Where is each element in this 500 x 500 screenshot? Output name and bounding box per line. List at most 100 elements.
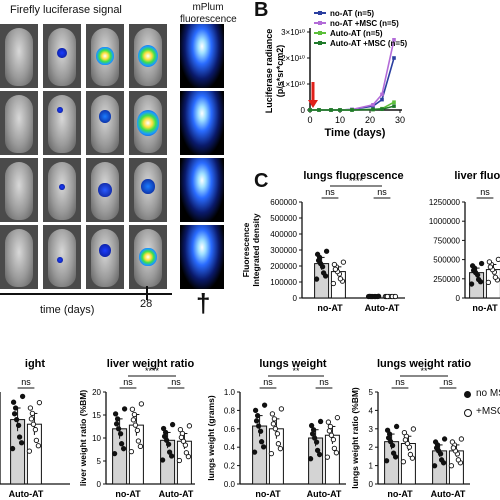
mouse-image (129, 225, 167, 289)
data-point (334, 415, 341, 421)
series-point (350, 108, 354, 112)
data-point (261, 402, 268, 408)
x-tick-label: 0 (307, 115, 312, 125)
data-point (113, 421, 120, 427)
series-point (371, 107, 375, 112)
group-label: no-AT (387, 489, 413, 499)
y-tick-label: 0 (456, 294, 461, 303)
data-point (458, 436, 465, 442)
mplum-fluorescence-image (180, 158, 224, 222)
data-point (392, 293, 399, 300)
y-tick-label: 0.0 (224, 480, 236, 489)
data-point (176, 457, 183, 464)
data-point (332, 266, 339, 272)
legend: no MS +MSC (462, 388, 500, 428)
y-axis-label: Integrated density (251, 213, 261, 286)
data-point (431, 463, 438, 469)
data-point (29, 410, 36, 417)
data-point (328, 432, 335, 438)
y-tick-label: 600000 (270, 198, 297, 207)
chart-title: ight (25, 358, 45, 370)
bioluminescence-image-grid (0, 24, 172, 292)
mouse-image (129, 158, 167, 222)
data-point (35, 443, 42, 449)
luciferase-signal-spot (99, 110, 111, 123)
y-tick-label: 250000 (433, 275, 460, 284)
data-point (308, 422, 315, 429)
time-axis-line (0, 293, 172, 295)
data-point (455, 457, 462, 463)
data-point (492, 274, 499, 280)
mouse-body (91, 229, 119, 287)
legend-label: Auto-AT (n=5) (330, 29, 383, 38)
series-point (392, 104, 396, 108)
significance-label: **** (349, 176, 364, 186)
mouse-body (5, 229, 33, 287)
series-point (380, 97, 384, 102)
data-point (433, 445, 440, 451)
mouse-image (0, 24, 38, 88)
mouse-image (86, 158, 124, 222)
y-tick-label: 0.8 (224, 406, 236, 415)
data-point (131, 411, 138, 418)
data-point (160, 425, 167, 432)
data-point (12, 405, 19, 411)
lungs-weight-ratio-chart: lungs weight ratio 0 1 2 3 4 5 lungs weight rat… (352, 358, 471, 499)
fluorescence-title-line2: fluorescence (180, 14, 237, 25)
group-label: Auto-AT (159, 489, 194, 499)
data-point (269, 411, 276, 417)
data-point (407, 451, 414, 458)
y-axis-label: lungs weight ratio (%BM) (352, 387, 360, 489)
data-point (487, 264, 494, 270)
data-point (320, 270, 327, 276)
data-point (271, 416, 278, 422)
data-point (314, 251, 321, 257)
data-point (448, 463, 455, 469)
series-point (392, 38, 396, 42)
data-point (115, 426, 122, 432)
data-point (33, 437, 40, 443)
data-point (178, 434, 185, 441)
group-label: no-AT (115, 489, 141, 499)
x-tick-label: 30 (395, 115, 405, 125)
x-axis-label: Time (days) (325, 127, 386, 139)
data-point (26, 448, 33, 454)
data-point (478, 260, 485, 267)
mouse-image (86, 24, 124, 88)
data-point (470, 267, 477, 274)
panel-a-title: Firefly luciferase signal (10, 4, 122, 16)
y-axis-label-line1: Luciferase radiance (264, 29, 274, 114)
y-tick-label: 100000 (270, 278, 297, 287)
data-point (323, 248, 330, 254)
data-point (129, 406, 136, 412)
y-tick-label: 5 (97, 457, 102, 466)
mouse-image (43, 158, 81, 222)
panel-c-letter: C (254, 170, 269, 192)
y-tick-label: 10 (92, 434, 101, 443)
data-point (309, 431, 316, 437)
treatment-arrow-head (308, 100, 318, 108)
legend-label-msc: +MSC (476, 406, 500, 417)
luciferase-signal-spot (136, 110, 160, 136)
data-point (19, 393, 26, 400)
series-point (392, 56, 396, 60)
y-tick-label: 750000 (433, 236, 460, 245)
lungs-fluorescence-chart: lungs fluorescence 0 100000 200000 300000 400… (241, 170, 405, 313)
y-tick-label: 200000 (270, 262, 297, 271)
series-point (371, 103, 375, 107)
series-point (317, 108, 321, 112)
data-point (252, 407, 259, 414)
data-point (13, 416, 20, 423)
mplum-fluorescence-image (180, 91, 224, 155)
panel-b-letter: B (254, 0, 269, 21)
legend-label: no-AT +MSC (n=5) (330, 19, 399, 28)
data-point (177, 427, 184, 433)
legend-marker (318, 11, 322, 15)
luciferase-signal-spot (99, 244, 111, 257)
mplum-fluorescence-image (180, 24, 224, 88)
mouse-image (0, 158, 38, 222)
luciferase-signal-spot (141, 179, 155, 195)
mplum-fluorescence-image (180, 225, 224, 289)
data-point (324, 454, 331, 460)
y-tick-label: 0 (301, 106, 306, 115)
